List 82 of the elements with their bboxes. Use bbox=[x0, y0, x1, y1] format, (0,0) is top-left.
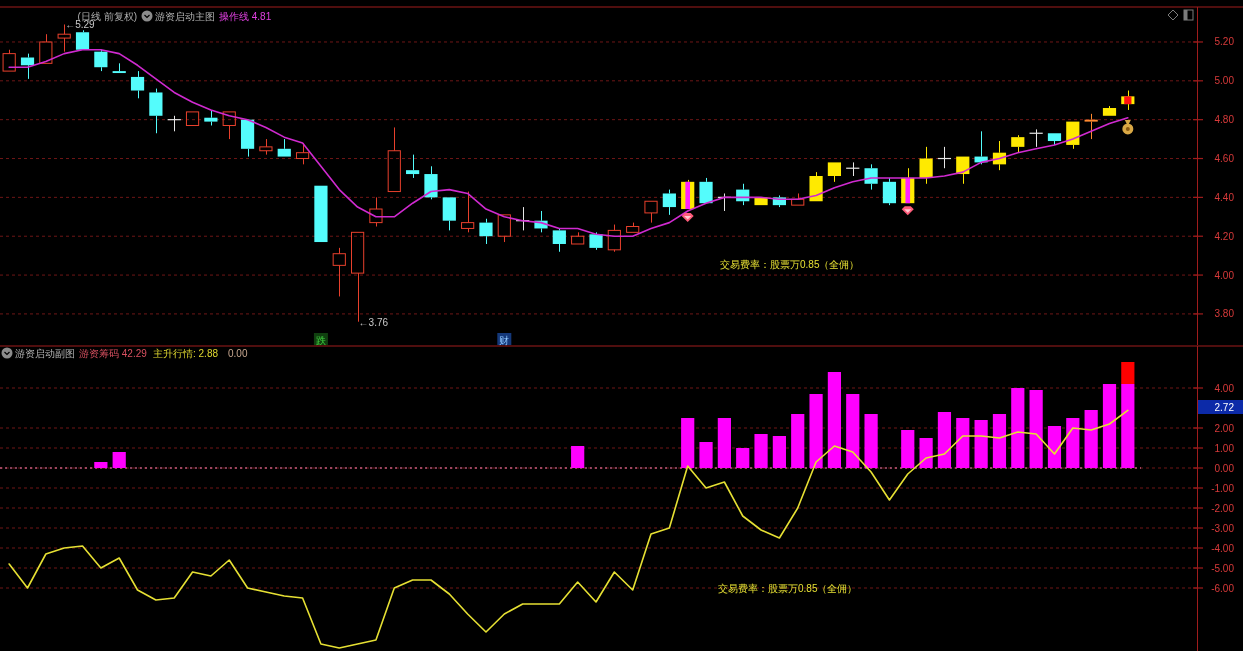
bar bbox=[94, 462, 108, 468]
candlestick bbox=[185, 111, 200, 126]
y-tick-label: 0.00 bbox=[1214, 462, 1235, 474]
candlestick bbox=[240, 119, 255, 158]
bar bbox=[1084, 410, 1098, 468]
candlestick bbox=[314, 185, 328, 243]
bar bbox=[1102, 384, 1117, 468]
bar bbox=[772, 436, 786, 468]
candlestick bbox=[589, 231, 603, 251]
candlestick bbox=[442, 197, 456, 231]
y-tick-label: 3.80 bbox=[1214, 308, 1235, 320]
y-tick-label: 5.00 bbox=[1214, 75, 1235, 87]
candlestick bbox=[699, 177, 713, 204]
bar bbox=[919, 438, 933, 468]
candlestick bbox=[571, 231, 585, 245]
candlestick bbox=[406, 154, 420, 179]
y-tick-label: 5.20 bbox=[1214, 36, 1235, 48]
candlestick bbox=[277, 138, 291, 157]
y-tick-label: -6.00 bbox=[1211, 582, 1235, 594]
chart-title: 游资启动副图 bbox=[15, 348, 75, 359]
candlestick bbox=[479, 218, 493, 245]
bar bbox=[1121, 362, 1135, 384]
bar bbox=[1047, 426, 1062, 468]
candlestick bbox=[75, 29, 90, 50]
line-series bbox=[8, 409, 1129, 649]
bar bbox=[717, 418, 731, 468]
bar bbox=[1011, 388, 1025, 468]
bar bbox=[901, 430, 915, 468]
y-tick-label: 2.00 bbox=[1214, 422, 1235, 434]
y-tick-label: 4.80 bbox=[1214, 114, 1235, 126]
y-tick-label: -2.00 bbox=[1211, 502, 1235, 514]
bar bbox=[681, 418, 695, 468]
candlestick bbox=[827, 162, 842, 183]
candlestick bbox=[809, 171, 823, 202]
bar bbox=[974, 420, 988, 468]
candlestick bbox=[369, 196, 383, 228]
candlestick bbox=[424, 165, 438, 200]
candlestick bbox=[1066, 121, 1080, 150]
bar bbox=[956, 418, 970, 468]
annotation: 0.00 bbox=[228, 348, 248, 359]
y-tick-label: -4.00 bbox=[1211, 542, 1235, 554]
candlestick bbox=[1102, 105, 1117, 116]
bar bbox=[791, 414, 805, 468]
bar bbox=[827, 372, 842, 468]
candlestick bbox=[644, 200, 658, 224]
y-tick-label: 4.20 bbox=[1214, 230, 1235, 242]
bar bbox=[685, 181, 691, 210]
bar bbox=[1121, 384, 1135, 468]
bar bbox=[699, 442, 713, 468]
bar bbox=[864, 414, 878, 468]
annotation: 跌 bbox=[315, 335, 326, 346]
bar bbox=[571, 446, 585, 468]
annotation: 游资筹码 42.29 bbox=[79, 348, 148, 359]
annotation: 财 bbox=[499, 335, 510, 346]
annotation: 主升行情: 2.88 bbox=[153, 348, 219, 359]
y-tick-label: 4.60 bbox=[1214, 153, 1235, 165]
bar bbox=[937, 412, 952, 468]
y-tick-label: -3.00 bbox=[1211, 522, 1235, 534]
bar bbox=[992, 414, 1007, 468]
y-tick-label: 1.00 bbox=[1214, 442, 1235, 454]
bar bbox=[1029, 390, 1043, 468]
candlestick bbox=[387, 126, 401, 193]
bar bbox=[1066, 418, 1080, 468]
annotation: (日线 前复权) bbox=[77, 11, 137, 22]
y-tick-label: 4.00 bbox=[1214, 382, 1235, 394]
annotation: ←3.76 bbox=[358, 316, 389, 328]
text: 2.72 bbox=[1214, 401, 1235, 413]
y-tick-label: -1.00 bbox=[1211, 482, 1235, 494]
annotation: 操作线 4.81 bbox=[219, 11, 272, 22]
y-tick-label: 4.40 bbox=[1214, 191, 1235, 203]
candlestick bbox=[222, 111, 236, 140]
candlestick bbox=[112, 62, 126, 74]
chart-title: 游资启动主图 bbox=[155, 11, 215, 22]
y-tick-label: -5.00 bbox=[1211, 562, 1235, 574]
bar bbox=[754, 434, 768, 468]
bar bbox=[112, 452, 126, 468]
y-tick-label: 4.00 bbox=[1214, 269, 1235, 281]
bar bbox=[809, 394, 823, 468]
bar bbox=[736, 448, 750, 468]
annotation: 交易费率：股票万0.85（全佣） bbox=[720, 259, 860, 270]
bar bbox=[846, 394, 860, 468]
annotation: 交易费率：股票万0.85（全佣） bbox=[718, 583, 858, 594]
